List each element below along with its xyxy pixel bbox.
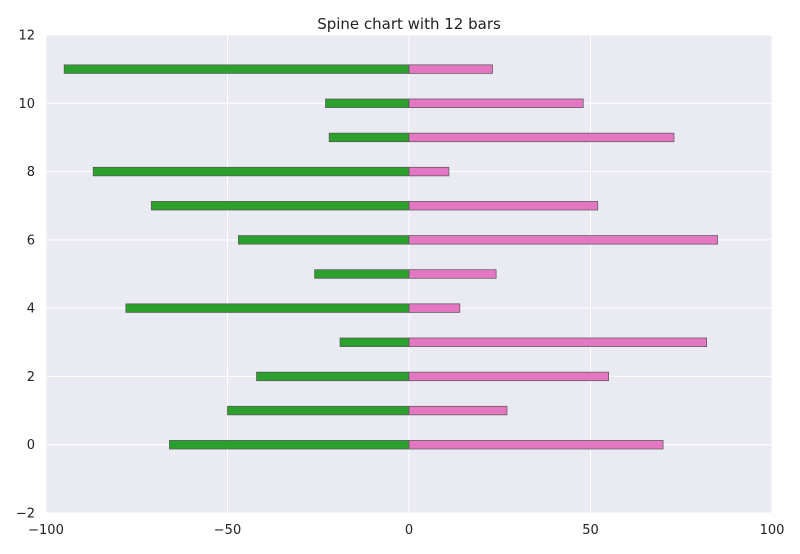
y-tick-label-4: 6 [27, 233, 35, 248]
y-tick-label-7: 12 [18, 29, 35, 44]
x-tick-label-1: −50 [214, 523, 241, 538]
bar-series1-9 [408, 132, 675, 143]
bar-series1-5 [408, 269, 497, 279]
bar-series0-9 [328, 132, 410, 143]
bar-series0-7 [150, 201, 410, 211]
bar-series0-2 [256, 371, 410, 382]
y-tick-label-1: 0 [27, 438, 35, 453]
bar-series0-1 [227, 405, 410, 416]
bar-series0-4 [125, 303, 410, 313]
x-tick-label-0: −100 [28, 523, 64, 538]
y-axis-ticks: −2 0 2 4 6 8 10 12 [16, 29, 35, 522]
bars [63, 64, 718, 450]
bar-series0-11 [63, 64, 410, 74]
bar-series1-8 [408, 166, 450, 177]
bar-series1-11 [408, 64, 493, 74]
y-tick-label-0: −2 [16, 507, 35, 522]
bar-series1-2 [408, 371, 609, 382]
bar-series0-5 [314, 269, 410, 279]
x-tick-label-2: 0 [405, 523, 413, 538]
y-tick-label-5: 8 [27, 165, 35, 180]
x-tick-label-4: 100 [760, 523, 785, 538]
y-tick-label-6: 10 [18, 97, 35, 112]
chart-title: Spine chart with 12 bars [317, 15, 501, 33]
bar-series0-10 [325, 98, 410, 108]
bar-series1-0 [408, 440, 664, 450]
x-tick-label-3: 50 [582, 523, 599, 538]
bar-series1-1 [408, 405, 508, 416]
bar-series0-0 [169, 440, 410, 450]
bar-series1-6 [408, 235, 718, 245]
bar-series1-10 [408, 98, 584, 108]
bar-series1-7 [408, 201, 599, 211]
bar-series0-3 [339, 337, 410, 347]
bar-series1-4 [408, 303, 461, 313]
bar-series0-8 [92, 166, 410, 177]
x-axis-ticks: −100 −50 0 50 100 [28, 523, 784, 538]
y-tick-label-2: 2 [27, 370, 35, 385]
bar-series0-6 [238, 235, 410, 245]
y-tick-label-3: 4 [27, 302, 35, 317]
bar-series1-3 [408, 337, 708, 347]
